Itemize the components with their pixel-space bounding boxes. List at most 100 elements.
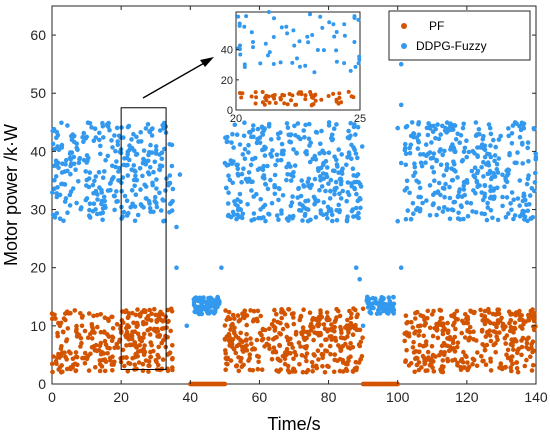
pf-point (110, 354, 115, 360)
ddpg-fuzzy-point (59, 120, 64, 126)
inset-ddpg-fuzzy-point (251, 45, 255, 50)
pf-point (453, 326, 458, 332)
ddpg-fuzzy-point (442, 148, 447, 154)
ddpg-fuzzy-point (418, 194, 424, 200)
ddpg-fuzzy-point (411, 211, 416, 216)
ddpg-fuzzy-point (498, 133, 504, 139)
pf-point (482, 343, 487, 349)
pf-point (504, 333, 510, 338)
ddpg-fuzzy-point (506, 133, 512, 139)
ddpg-fuzzy-point (242, 156, 248, 162)
ddpg-fuzzy-point (328, 188, 333, 194)
ddpg-fuzzy-point (95, 192, 100, 197)
pf-point (403, 313, 409, 319)
ddpg-fuzzy-point (284, 164, 289, 170)
pf-point (310, 317, 315, 323)
pf-point (130, 310, 135, 316)
pf-point (286, 307, 291, 312)
pf-point (508, 318, 514, 323)
pf-point (259, 337, 265, 343)
pf-point (528, 308, 534, 314)
ddpg-fuzzy-point (318, 211, 324, 216)
ddpg-fuzzy-point (430, 202, 436, 208)
pf-point (496, 307, 502, 313)
pf-point (98, 329, 104, 335)
pf-point (410, 325, 416, 330)
ddpg-fuzzy-point (450, 207, 456, 213)
pf-point (517, 308, 522, 314)
pf-point (85, 335, 91, 341)
ddpg-fuzzy-point (404, 185, 410, 191)
pf-point (250, 318, 256, 324)
pf-point (158, 309, 163, 315)
pf-point (285, 367, 291, 373)
inset-ddpg-fuzzy-point (352, 40, 357, 44)
ddpg-fuzzy-point (512, 213, 518, 218)
highlight-box (120, 107, 167, 370)
pf-point (416, 333, 422, 338)
ddpg-fuzzy-point (484, 217, 490, 223)
ddpg-fuzzy-point (137, 166, 143, 171)
ddpg-fuzzy-point (274, 213, 280, 218)
ddpg-fuzzy-point (436, 180, 442, 186)
ddpg-fuzzy-point (100, 175, 106, 180)
pf-point (338, 327, 344, 333)
ddpg-fuzzy-point (351, 214, 356, 219)
ddpg-fuzzy-point (234, 216, 239, 222)
ddpg-fuzzy-point (433, 126, 439, 132)
pf-point (230, 312, 236, 318)
pf-point (280, 326, 286, 332)
ddpg-fuzzy-point (230, 180, 235, 186)
pf-point (320, 364, 325, 369)
pf-point (250, 368, 256, 373)
pf-point (244, 332, 249, 337)
pf-point (243, 344, 248, 349)
ddpg-fuzzy-point (307, 121, 312, 127)
pf-point (66, 349, 72, 355)
ddpg-fuzzy-point (261, 128, 267, 133)
ddpg-fuzzy-point (469, 168, 475, 174)
ddpg-fuzzy-point (353, 132, 358, 137)
pf-point (168, 328, 173, 334)
pf-point (125, 333, 131, 339)
ddpg-fuzzy-point (193, 297, 198, 302)
pf-point (452, 320, 457, 326)
ddpg-fuzzy-point (159, 163, 165, 169)
pf-point (135, 349, 141, 354)
ddpg-fuzzy-point (148, 142, 153, 148)
pf-point (338, 335, 344, 340)
pf-point (518, 324, 523, 329)
pf-point (315, 348, 321, 354)
ddpg-fuzzy-point (381, 306, 387, 312)
pf-point (103, 342, 109, 348)
ddpg-fuzzy-point (318, 141, 323, 147)
ddpg-fuzzy-point (349, 142, 354, 148)
inset-ddpg-fuzzy-point (348, 68, 353, 73)
zoom-arrow (142, 57, 214, 99)
ddpg-fuzzy-point (93, 174, 99, 179)
ddpg-fuzzy-point (533, 155, 539, 160)
ddpg-fuzzy-point (398, 160, 404, 166)
pf-point (417, 342, 423, 348)
inset-pf-point (289, 98, 293, 103)
pf-point (439, 316, 445, 321)
ddpg-fuzzy-point (327, 196, 333, 201)
pf-point (318, 332, 324, 338)
ddpg-fuzzy-point (496, 156, 502, 161)
ddpg-fuzzy-point (427, 183, 433, 188)
pf-point (488, 356, 493, 362)
ddpg-fuzzy-point (215, 295, 221, 301)
pf-point (493, 330, 499, 335)
pf-point (350, 344, 356, 350)
ddpg-fuzzy-point (119, 189, 124, 194)
ddpg-fuzzy-point (99, 198, 105, 204)
pf-point (338, 347, 344, 353)
ddpg-fuzzy-point (440, 152, 446, 158)
pf-point (347, 326, 353, 331)
pf-point (326, 327, 331, 333)
pf-point (241, 362, 246, 368)
pf-point (296, 340, 302, 346)
ddpg-fuzzy-point (260, 204, 266, 210)
ddpg-fuzzy-point (368, 311, 374, 316)
ddpg-fuzzy-point (306, 136, 312, 142)
